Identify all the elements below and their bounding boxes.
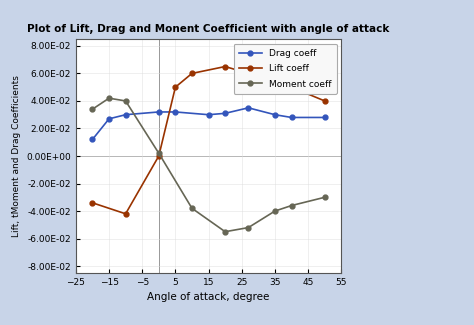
Moment coeff xyxy=(272,209,278,213)
Moment coeff xyxy=(123,99,128,103)
Legend: Drag coeff, Lift coeff, Moment coeff: Drag coeff, Lift coeff, Moment coeff xyxy=(234,44,337,94)
Drag coeff xyxy=(322,115,328,119)
Lift coeff xyxy=(123,212,128,216)
Moment coeff xyxy=(246,226,251,229)
Lift coeff xyxy=(173,85,178,89)
Drag coeff xyxy=(272,113,278,117)
Moment coeff xyxy=(90,107,95,111)
Moment coeff xyxy=(222,230,228,234)
Y-axis label: Lift, tMoment and Drag Coefficients: Lift, tMoment and Drag Coefficients xyxy=(12,75,21,237)
Line: Lift coeff: Lift coeff xyxy=(90,64,327,216)
Moment coeff xyxy=(106,96,112,100)
Moment coeff xyxy=(289,203,294,207)
Lift coeff xyxy=(322,99,328,103)
Line: Drag coeff: Drag coeff xyxy=(90,105,327,142)
Drag coeff xyxy=(246,106,251,110)
Drag coeff xyxy=(156,110,162,114)
Moment coeff xyxy=(322,195,328,199)
Drag coeff xyxy=(106,117,112,121)
Moment coeff xyxy=(189,206,195,210)
Drag coeff xyxy=(123,113,128,117)
Drag coeff xyxy=(173,110,178,114)
Drag coeff xyxy=(206,113,211,117)
Drag coeff xyxy=(222,111,228,115)
Lift coeff xyxy=(272,83,278,86)
Lift coeff xyxy=(189,72,195,75)
Line: Moment coeff: Moment coeff xyxy=(90,96,327,234)
Title: Plot of Lift, Drag and Monent Coefficient with angle of attack: Plot of Lift, Drag and Monent Coefficien… xyxy=(27,24,390,34)
Lift coeff xyxy=(289,85,294,89)
Drag coeff xyxy=(289,115,294,119)
X-axis label: Angle of attack, degree: Angle of attack, degree xyxy=(147,292,270,303)
Lift coeff xyxy=(222,65,228,69)
Lift coeff xyxy=(156,154,162,158)
Lift coeff xyxy=(90,201,95,205)
Moment coeff xyxy=(156,151,162,155)
Drag coeff xyxy=(90,137,95,141)
Lift coeff xyxy=(246,72,251,75)
